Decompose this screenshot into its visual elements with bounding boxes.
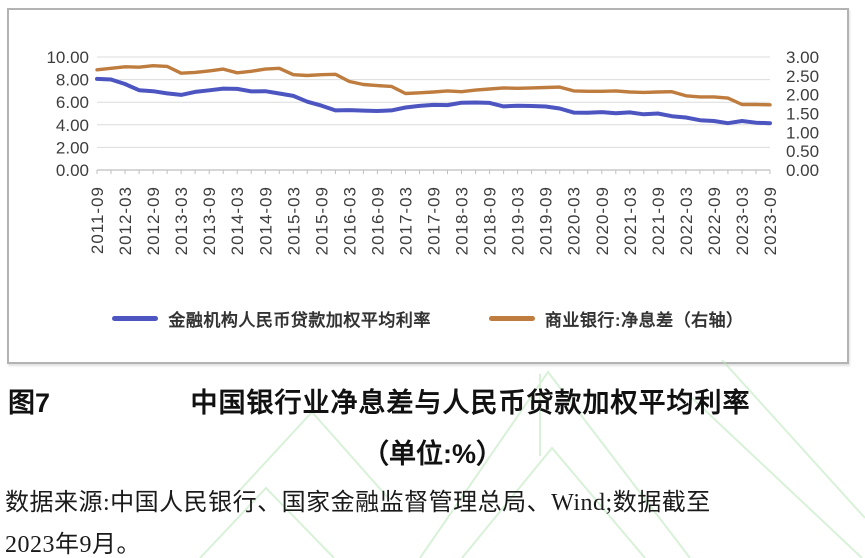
svg-text:2017-03: 2017-03 — [397, 186, 416, 255]
series-line-loan-rate — [95, 76, 772, 126]
svg-text:2023-03: 2023-03 — [733, 186, 752, 255]
right-axis-labels: 0.000.501.001.502.002.503.00 — [786, 48, 819, 180]
dual-axis-line-chart: 2011-09 2012-03 2012-09 2013-03 2013-09 2014-… — [46, 48, 819, 255]
legend-label-nim: 商业银行:净息差（右轴） — [544, 311, 744, 330]
svg-text:2018-03: 2018-03 — [453, 186, 472, 255]
legend-label-loan-rate: 金融机构人民币贷款加权平均利率 — [168, 311, 431, 330]
svg-text:0.00: 0.00 — [786, 161, 819, 180]
legend-item-loan-rate: 金融机构人民币贷款加权平均利率 — [112, 306, 431, 331]
svg-text:2022-09: 2022-09 — [705, 186, 724, 255]
svg-text:2013-09: 2013-09 — [200, 186, 219, 255]
gridlines — [97, 56, 770, 148]
figure-number: 图7 — [8, 388, 51, 418]
svg-text:2022-03: 2022-03 — [677, 186, 696, 255]
svg-text:3.00: 3.00 — [786, 48, 819, 67]
svg-text:2.50: 2.50 — [786, 67, 819, 86]
svg-text:2016-03: 2016-03 — [340, 186, 359, 255]
left-axis-labels: 0.00 2.00 4.00 6.00 8.00 10.00 — [46, 48, 89, 180]
legend-line-sample-orange — [488, 316, 535, 321]
svg-text:2.00: 2.00 — [56, 138, 89, 157]
svg-text:8.00: 8.00 — [56, 71, 89, 90]
legend-line-sample-blue — [112, 316, 159, 321]
svg-text:0.00: 0.00 — [56, 161, 89, 180]
figure-unit-subtitle: （单位:%） — [362, 439, 503, 469]
figure-title: 中国银行业净息差与人民币贷款加权平均利率 — [190, 388, 751, 418]
chart-legend: 金融机构人民币贷款加权平均利率 商业银行:净息差（右轴） — [9, 306, 847, 331]
svg-text:2013-03: 2013-03 — [172, 186, 191, 255]
svg-text:0.50: 0.50 — [786, 142, 819, 161]
svg-text:6.00: 6.00 — [56, 93, 89, 112]
svg-text:2015-09: 2015-09 — [312, 186, 331, 255]
svg-text:2017-09: 2017-09 — [425, 186, 444, 255]
data-source-note: 数据来源:中国人民银行、国家金融监督管理总局、Wind;数据截至 2023年9月… — [0, 482, 865, 558]
caption-title-row: 图7 中国银行业净息差与人民币贷款加权平均利率 — [0, 381, 865, 427]
svg-text:2015-03: 2015-03 — [284, 186, 303, 255]
series-line-nim — [95, 64, 772, 107]
svg-text:2018-09: 2018-09 — [481, 186, 500, 255]
svg-text:10.00: 10.00 — [46, 48, 89, 67]
svg-text:2011-09: 2011-09 — [88, 186, 107, 254]
svg-text:2014-09: 2014-09 — [256, 186, 275, 255]
x-axis — [96, 169, 771, 174]
figure-caption: 图7 中国银行业净息差与人民币贷款加权平均利率 （单位:%） 数据来源:中国人民… — [0, 381, 865, 558]
data-source-line-1: 数据来源:中国人民银行、国家金融监督管理总局、Wind;数据截至 — [5, 490, 711, 516]
svg-text:2016-09: 2016-09 — [368, 186, 387, 255]
svg-text:2020-09: 2020-09 — [593, 186, 612, 255]
legend-item-nim: 商业银行:净息差（右轴） — [488, 306, 744, 331]
svg-text:1.50: 1.50 — [786, 105, 819, 124]
svg-text:2023-09: 2023-09 — [761, 186, 780, 255]
svg-text:2021-09: 2021-09 — [649, 186, 668, 255]
chart-panel: 2011-09 2012-03 2012-09 2013-03 2013-09 2014-… — [7, 8, 849, 364]
svg-text:2019-09: 2019-09 — [537, 186, 556, 255]
svg-text:2019-03: 2019-03 — [509, 186, 528, 255]
svg-text:2012-03: 2012-03 — [116, 186, 135, 255]
svg-text:1.00: 1.00 — [786, 123, 819, 142]
svg-text:4.00: 4.00 — [56, 116, 89, 135]
data-source-line-2: 2023年9月。 — [5, 532, 141, 558]
svg-text:2021-03: 2021-03 — [621, 186, 640, 255]
x-tick-labels: 2011-09 2012-03 2012-09 2013-03 2013-09 2014-… — [88, 186, 780, 255]
svg-text:2.00: 2.00 — [786, 86, 819, 105]
svg-text:2012-09: 2012-09 — [144, 186, 163, 255]
svg-text:2014-03: 2014-03 — [228, 186, 247, 255]
svg-text:2020-03: 2020-03 — [565, 186, 584, 255]
